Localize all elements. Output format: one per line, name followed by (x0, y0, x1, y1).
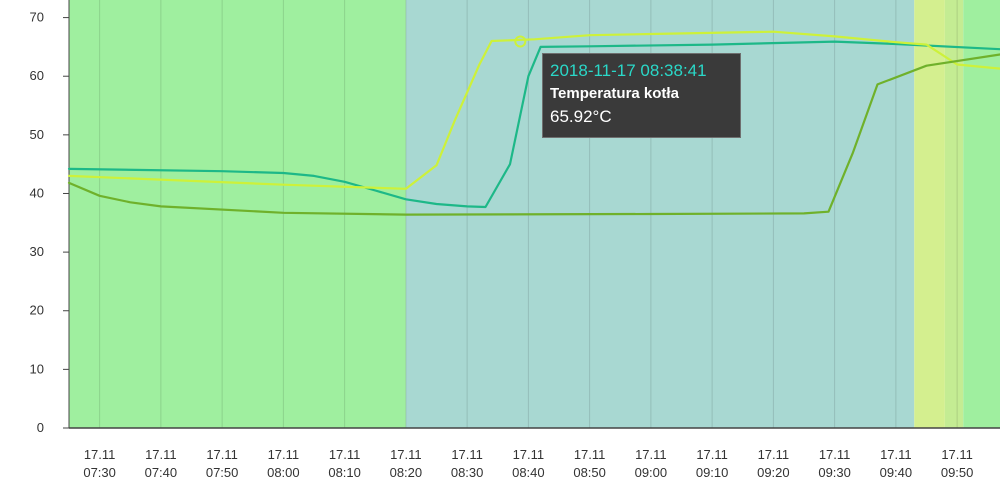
y-axis: 0 10 20 30 40 50 60 70 (30, 0, 70, 435)
y-tick-label-6: 60 (30, 68, 44, 83)
x-tick-time-8: 08:50 (573, 465, 606, 480)
x-tick-time-10: 09:10 (696, 465, 729, 480)
x-axis: 17.11 07:30 17.11 07:40 17.11 07:50 17.11 08:00… (69, 427, 1000, 480)
x-tick-time-12: 09:30 (818, 465, 851, 480)
x-tick-time-5: 08:20 (390, 465, 423, 480)
x-tick-day-6: 17.11 (451, 447, 483, 462)
y-tick-label-1: 10 (30, 361, 44, 376)
x-tick-time-3: 08:00 (267, 465, 300, 480)
highlight-markers (514, 35, 527, 48)
tooltip-series-name: Temperatura kotła (550, 85, 679, 102)
x-tick-time-0: 07:30 (83, 465, 116, 480)
x-tick-day-8: 17.11 (574, 447, 606, 462)
x-tick-day-9: 17.11 (635, 447, 667, 462)
y-tick-label-5: 50 (30, 127, 44, 142)
x-tick-time-9: 09:00 (635, 465, 668, 480)
x-tick-day-2: 17.11 (206, 447, 238, 462)
x-tick-time-14: 09:50 (941, 465, 974, 480)
x-tick-time-11: 09:20 (757, 465, 790, 480)
band-2 (914, 0, 945, 428)
x-tick-day-13: 17.11 (880, 447, 912, 462)
x-tick-day-5: 17.11 (390, 447, 422, 462)
x-tick-day-4: 17.11 (329, 447, 361, 462)
x-tick-time-7: 08:40 (512, 465, 545, 480)
band-4 (963, 0, 1000, 428)
y-tick-label-7: 70 (30, 10, 44, 25)
series-line-0 (67, 40, 1000, 209)
series-lines (67, 30, 1000, 216)
series-line-2 (67, 53, 1000, 216)
y-tick-label-0: 0 (37, 420, 44, 435)
x-tick-day-10: 17.11 (696, 447, 728, 462)
highlight-point (514, 35, 527, 48)
tooltip-value: 65.92°C (550, 107, 612, 126)
y-tick-label-4: 40 (30, 185, 44, 200)
x-tick-time-4: 08:10 (328, 465, 361, 480)
x-tick-day-0: 17.11 (84, 447, 116, 462)
x-tick-time-13: 09:40 (880, 465, 913, 480)
x-tick-day-7: 17.11 (513, 447, 545, 462)
x-tick-day-3: 17.11 (268, 447, 300, 462)
tooltip-timestamp: 2018-11-17 08:38:41 (550, 61, 707, 80)
x-tick-day-12: 17.11 (819, 447, 851, 462)
x-tick-time-6: 08:30 (451, 465, 484, 480)
series-line-1 (67, 30, 1000, 190)
tooltip: 2018-11-17 08:38:41 Temperatura kotła 65… (542, 53, 741, 138)
x-tick-time-1: 07:40 (145, 465, 178, 480)
y-tick-label-2: 20 (30, 303, 44, 318)
y-tick-label-3: 30 (30, 244, 44, 259)
x-tick-day-14: 17.11 (941, 447, 973, 462)
band-3 (944, 0, 964, 428)
x-tick-day-11: 17.11 (758, 447, 790, 462)
x-tick-time-2: 07:50 (206, 465, 239, 480)
x-tick-day-1: 17.11 (145, 447, 177, 462)
